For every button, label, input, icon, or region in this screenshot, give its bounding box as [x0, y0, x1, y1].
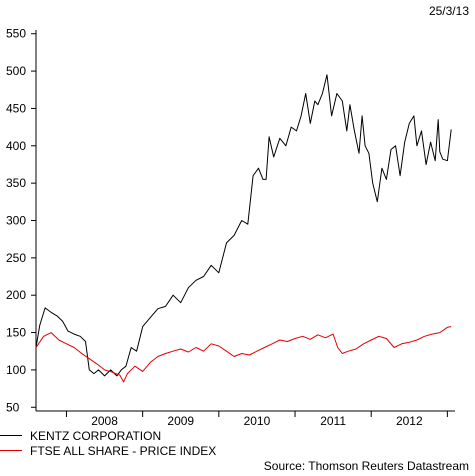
y-axis: 50 100 150 200 250 300 350 400 450 500 550 [6, 27, 37, 414]
legend-label-ftse: FTSE ALL SHARE - PRICE INDEX [30, 444, 217, 458]
y-tick-label: 450 [6, 101, 26, 115]
x-tick-label: 2010 [244, 414, 271, 428]
legend-item-kentz: KENTZ CORPORATION [0, 429, 161, 443]
y-tick-label: 350 [6, 176, 26, 190]
x-tick-label: 2008 [91, 414, 118, 428]
y-tick-label: 150 [6, 326, 26, 340]
x-tick-label: 2009 [167, 414, 194, 428]
y-tick-label: 100 [6, 363, 26, 377]
y-tick-label: 300 [6, 214, 26, 228]
series-layer [35, 74, 452, 383]
date-stamp: 25/3/13 [428, 4, 469, 18]
source-note: Source: Thomson Reuters Datastream [263, 459, 469, 473]
y-tick-label: 400 [6, 139, 26, 153]
y-tick-label: 200 [6, 288, 26, 302]
legend-label-kentz: KENTZ CORPORATION [30, 429, 162, 443]
legend-swatch-kentz [0, 435, 22, 437]
series-line-kentz [35, 74, 452, 377]
series-line-ftse [35, 326, 452, 383]
y-tick-label: 550 [6, 27, 26, 41]
legend-swatch-ftse [0, 450, 22, 452]
y-tick-label: 50 [6, 400, 20, 414]
x-axis: 2008 2009 2010 2011 2012 [36, 410, 455, 428]
x-tick-label: 2011 [320, 414, 346, 428]
y-tick-label: 500 [6, 64, 26, 78]
y-tick-label: 250 [6, 251, 26, 265]
x-tick-label: 2012 [396, 414, 423, 428]
legend-item-ftse: FTSE ALL SHARE - PRICE INDEX [0, 444, 216, 458]
